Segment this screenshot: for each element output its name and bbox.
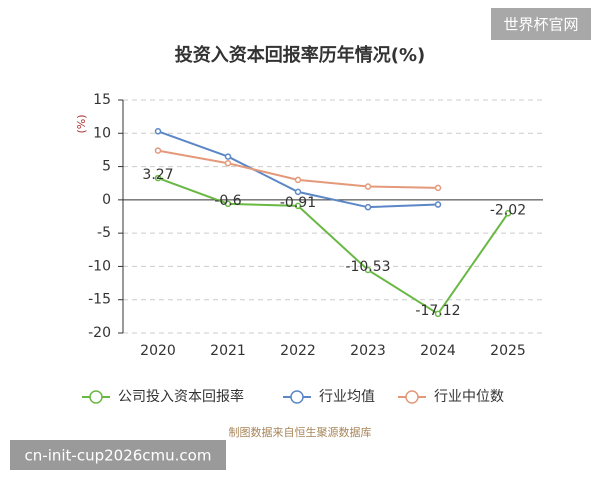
y-tick-label: -20 [88,325,111,341]
point [364,266,372,274]
data-label: -2.02 [490,202,526,218]
x-tick-label: 2022 [280,343,316,359]
y-tick-label: -10 [88,258,111,274]
point [224,153,232,160]
x-tick-label: 2024 [420,343,456,359]
y-tick-label: 15 [93,92,111,108]
y-tick-label: -15 [88,292,111,308]
y-tick-label: 0 [102,192,111,208]
legend-label: 公司投入资本回报率 [118,388,244,405]
legend-label: 行业中位数 [434,389,504,405]
legend-marker [290,390,304,404]
x-tick-label: 2021 [210,343,246,359]
point [434,310,442,318]
data-label: -10.53 [345,259,390,275]
source-note: 制图数据来自恒生聚源数据库 [229,425,372,439]
point [294,176,302,184]
legend-label: 行业均值 [319,389,375,405]
point [294,202,302,210]
data-label: -0.91 [280,195,316,211]
point [154,174,162,182]
point [294,188,302,196]
overlay-text: cn-init-cup2026cmu.com [25,447,212,465]
point [364,203,372,211]
legend-marker [405,390,419,404]
y-axis-label: (%) [75,114,88,133]
point [364,183,372,190]
point [154,128,162,135]
legend-marker [89,390,103,404]
data-label: 3.27 [142,167,173,183]
watermark: 世界杯官网 [503,16,578,34]
x-tick-label: 2023 [350,343,386,359]
point [154,147,162,154]
point [224,200,232,208]
y-tick-label: 10 [93,125,111,141]
data-label: -0.6 [214,193,241,209]
x-tick-label: 2025 [490,343,526,359]
point [434,184,442,192]
x-tick-label: 2020 [140,343,176,359]
point [504,210,512,217]
point [224,159,232,167]
series-line [157,177,509,316]
overlay-box [10,440,226,470]
chart-title: 投资入资本回报率历年情况(%) [175,44,426,66]
watermark-box [491,8,591,40]
point [434,201,442,208]
data-label: -17.12 [415,303,460,319]
y-tick-label: 5 [102,159,111,175]
plot-area: -20 -15 -10 -5 0 5 10 15 2020 2021 2022 2023 2024 202… [82,92,543,405]
y-tick-label: -5 [97,225,111,241]
